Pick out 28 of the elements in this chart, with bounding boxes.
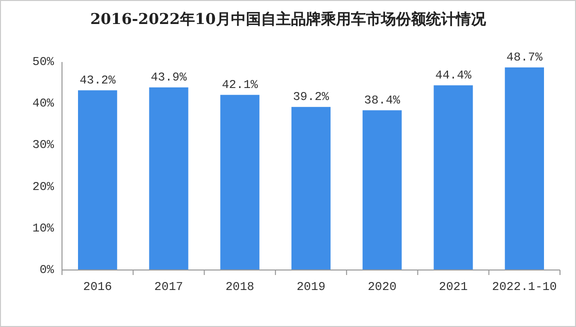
bar	[504, 67, 544, 270]
chart-title: 2016-2022年10月中国自主品牌乘用车市场份额统计情况	[90, 10, 487, 28]
bar	[78, 90, 118, 270]
x-tick-label: 2020	[368, 280, 397, 294]
x-tick-label: 2021	[438, 280, 468, 294]
data-label: 43.2%	[80, 73, 116, 88]
bar	[434, 85, 473, 270]
x-tick-label: 2022.1-10	[492, 280, 557, 294]
y-tick-label: 20%	[32, 180, 55, 194]
y-tick-label: 50%	[32, 55, 55, 69]
bar	[362, 110, 402, 270]
data-label: 44.4%	[435, 68, 472, 82]
data-label: 42.1%	[222, 78, 259, 92]
x-tick-label: 2016	[83, 280, 112, 294]
y-tick-label: 40%	[32, 96, 55, 111]
data-label: 39.2%	[292, 90, 330, 104]
data-label: 38.4%	[364, 93, 401, 108]
x-tick-label: 2018	[225, 280, 254, 294]
bar	[220, 94, 260, 270]
data-label: 43.9%	[150, 70, 188, 84]
data-label: 48.7%	[506, 50, 544, 64]
x-tick-label: 2019	[296, 280, 326, 294]
bar	[149, 87, 188, 270]
y-tick-label: 30%	[32, 138, 55, 152]
y-tick-label: 0%	[40, 263, 55, 277]
x-tick-label: 2017	[154, 280, 184, 294]
y-tick-label: 10%	[32, 221, 55, 236]
bar	[291, 106, 331, 270]
